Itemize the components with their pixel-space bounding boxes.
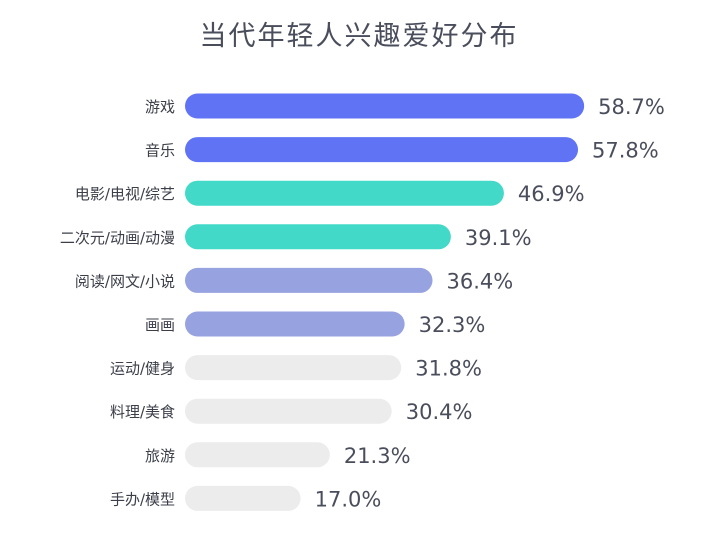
- bar: [185, 311, 405, 337]
- bar: [185, 224, 451, 250]
- category-label: 游戏: [145, 98, 175, 116]
- category-label: 料理/美食: [110, 403, 175, 421]
- bar: [185, 93, 585, 119]
- category-label: 电影/电视/综艺: [75, 185, 175, 203]
- value-label: 58.7%: [598, 95, 665, 119]
- category-label: 旅游: [145, 447, 175, 465]
- value-label: 46.9%: [518, 182, 585, 206]
- value-label: 30.4%: [406, 400, 473, 424]
- bar: [185, 398, 392, 424]
- category-label: 手办/模型: [110, 490, 175, 508]
- bar: [185, 137, 579, 163]
- bar: [185, 180, 504, 206]
- value-label: 57.8%: [592, 139, 659, 163]
- category-label: 画画: [145, 316, 175, 334]
- value-label: 31.8%: [415, 357, 482, 381]
- value-label: 36.4%: [447, 269, 514, 293]
- value-label: 17.0%: [315, 487, 382, 511]
- value-label: 32.3%: [419, 313, 486, 337]
- bar: [185, 442, 330, 468]
- category-label: 音乐: [145, 142, 175, 160]
- category-label: 阅读/网文/小说: [75, 272, 175, 290]
- bar: [185, 485, 301, 511]
- bar: [185, 355, 402, 381]
- category-label: 二次元/动画/动漫: [60, 229, 175, 247]
- bar: [185, 267, 433, 293]
- value-label: 21.3%: [344, 444, 411, 468]
- value-label: 39.1%: [465, 226, 532, 250]
- category-label: 运动/健身: [110, 360, 175, 378]
- chart-title: 当代年轻人兴趣爱好分布: [199, 21, 519, 52]
